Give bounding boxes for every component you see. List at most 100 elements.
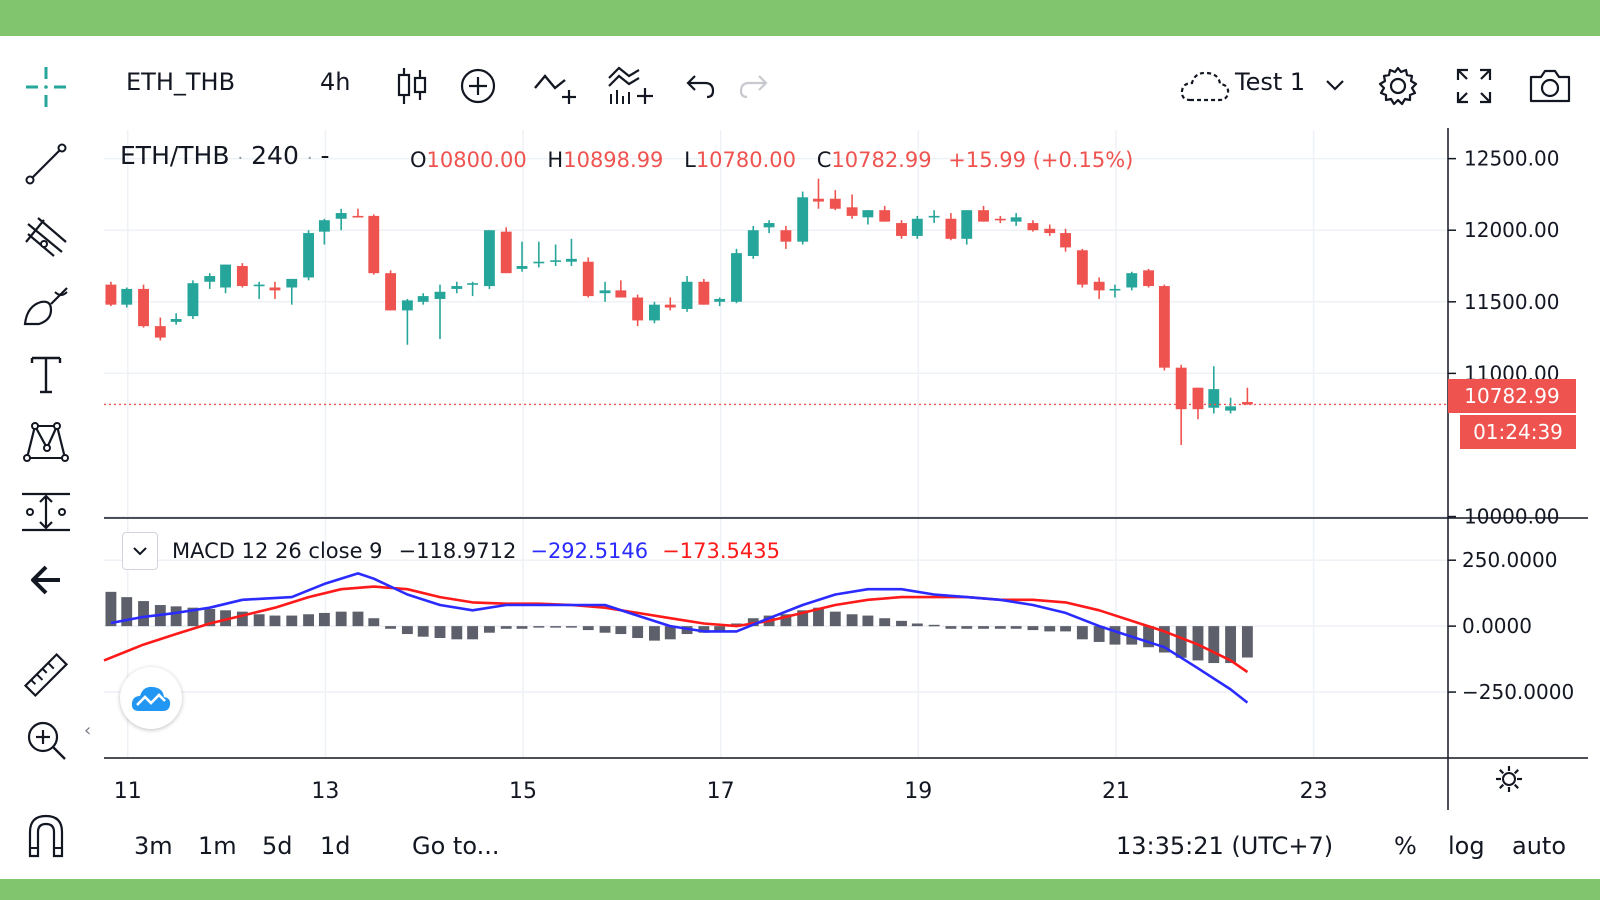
candle-body bbox=[698, 281, 710, 305]
candle-body bbox=[550, 260, 562, 262]
macd-lines bbox=[103, 572, 1249, 704]
ruler-icon[interactable] bbox=[18, 648, 74, 704]
candle-body bbox=[417, 296, 429, 302]
macd-tick-label: 0.0000 bbox=[1462, 614, 1532, 638]
candle-body bbox=[945, 218, 957, 239]
pattern-icon[interactable] bbox=[18, 414, 74, 470]
candle-body bbox=[335, 213, 347, 219]
candle-body bbox=[649, 304, 660, 321]
zoom-in-icon[interactable] bbox=[18, 712, 74, 768]
candle-body bbox=[582, 261, 594, 297]
layout-name[interactable]: Test 1 bbox=[1235, 68, 1306, 96]
histogram-bar bbox=[994, 626, 1006, 629]
candle-body bbox=[599, 290, 611, 294]
histogram-bar bbox=[632, 626, 644, 638]
add-symbol-icon[interactable] bbox=[458, 64, 498, 108]
chart-axes bbox=[104, 128, 1588, 810]
high-label: H bbox=[547, 148, 564, 172]
histogram-bar bbox=[1225, 626, 1237, 664]
histogram-bar bbox=[204, 608, 216, 627]
bottom-bar: 3m 1m 5d 1d Go to... 13:35:21 (UTC+7) % … bbox=[0, 828, 1600, 870]
gear-icon[interactable] bbox=[1374, 62, 1422, 110]
goto-button[interactable]: Go to... bbox=[412, 832, 500, 860]
log-toggle[interactable]: log bbox=[1448, 832, 1485, 860]
collapse-toolbar-icon[interactable]: ‹ bbox=[84, 720, 92, 741]
histogram-bar bbox=[253, 614, 265, 627]
x-tick-label: 17 bbox=[707, 779, 735, 804]
interval-button[interactable]: 4h bbox=[320, 68, 351, 96]
cloud-icon[interactable] bbox=[1178, 66, 1232, 106]
candlestick-series bbox=[104, 178, 1448, 445]
candle-body bbox=[780, 230, 792, 242]
histogram-bar bbox=[1143, 626, 1155, 648]
histogram-bar bbox=[417, 626, 429, 637]
range-1m[interactable]: 1m bbox=[198, 832, 237, 860]
histogram-bar bbox=[1044, 626, 1056, 632]
histogram-bar bbox=[829, 611, 841, 627]
percent-toggle[interactable]: % bbox=[1394, 832, 1417, 860]
trend-line-icon[interactable] bbox=[18, 136, 74, 192]
candle-body bbox=[763, 223, 775, 228]
chevron-down-icon[interactable] bbox=[1320, 70, 1350, 100]
top-toolbar: ETH_THB 4h Test 1 bbox=[0, 52, 1600, 118]
candle-body bbox=[401, 300, 413, 311]
camera-icon[interactable] bbox=[1526, 64, 1574, 108]
low-label: L bbox=[684, 148, 696, 172]
redo-icon[interactable] bbox=[734, 64, 774, 108]
candle-body bbox=[1192, 387, 1204, 410]
chart-grid bbox=[104, 130, 1448, 758]
histogram-bar bbox=[220, 610, 231, 627]
magnet-icon[interactable] bbox=[18, 808, 74, 864]
close-label: C bbox=[816, 148, 832, 172]
bottom-green-band bbox=[0, 879, 1600, 900]
candle-body bbox=[269, 287, 281, 291]
range-5d[interactable]: 5d bbox=[262, 832, 293, 860]
macd-collapse-button[interactable] bbox=[122, 532, 158, 570]
histogram-bar bbox=[846, 614, 858, 627]
measure-ruler-icon[interactable] bbox=[18, 484, 74, 540]
candle-body bbox=[829, 198, 841, 209]
symbol-search-button[interactable]: ETH_THB bbox=[126, 68, 236, 96]
candle-body bbox=[1027, 223, 1039, 231]
fullscreen-icon[interactable] bbox=[1452, 64, 1496, 108]
candles-icon[interactable] bbox=[392, 64, 432, 108]
chart-settings-icon[interactable] bbox=[1494, 764, 1524, 798]
indicators-icon[interactable] bbox=[530, 64, 582, 108]
histogram-bar bbox=[813, 607, 824, 627]
templates-icon[interactable] bbox=[604, 64, 656, 108]
candle-body bbox=[565, 258, 577, 262]
x-tick-label: 23 bbox=[1300, 779, 1328, 804]
pitchfork-icon[interactable] bbox=[18, 208, 74, 264]
tradingview-logo[interactable] bbox=[120, 667, 182, 729]
text-icon[interactable] bbox=[18, 346, 74, 402]
histogram-bar bbox=[1076, 626, 1088, 640]
histogram-bar bbox=[945, 626, 957, 629]
candle-body bbox=[286, 278, 298, 288]
range-1d[interactable]: 1d bbox=[320, 832, 351, 860]
histogram-bar bbox=[978, 626, 989, 629]
macd-title: MACD 12 26 close 9 bbox=[172, 539, 383, 563]
clock-timezone[interactable]: 13:35:21 (UTC+7) bbox=[1116, 832, 1334, 860]
open-value: 10800.00 bbox=[426, 148, 527, 172]
histogram-bar bbox=[1158, 626, 1170, 653]
crosshair-icon[interactable] bbox=[18, 62, 74, 112]
candle-body bbox=[1109, 288, 1121, 291]
histogram-bar bbox=[434, 626, 446, 638]
undo-icon[interactable] bbox=[680, 64, 720, 108]
back-arrow-icon[interactable] bbox=[18, 552, 74, 608]
histogram-bar bbox=[352, 611, 364, 627]
candle-body bbox=[747, 230, 759, 256]
candle-body bbox=[632, 297, 644, 321]
histogram-bar bbox=[500, 626, 512, 629]
brush-icon[interactable] bbox=[18, 278, 74, 334]
range-3m[interactable]: 3m bbox=[134, 832, 173, 860]
candle-body bbox=[467, 283, 479, 285]
candle-body bbox=[516, 266, 528, 269]
legend-resolution: 240 bbox=[251, 141, 299, 170]
auto-toggle[interactable]: auto bbox=[1512, 832, 1567, 860]
histogram-bar bbox=[599, 626, 611, 633]
candle-body bbox=[1060, 233, 1071, 248]
candle-body bbox=[236, 266, 248, 287]
histogram-bar bbox=[862, 615, 874, 627]
